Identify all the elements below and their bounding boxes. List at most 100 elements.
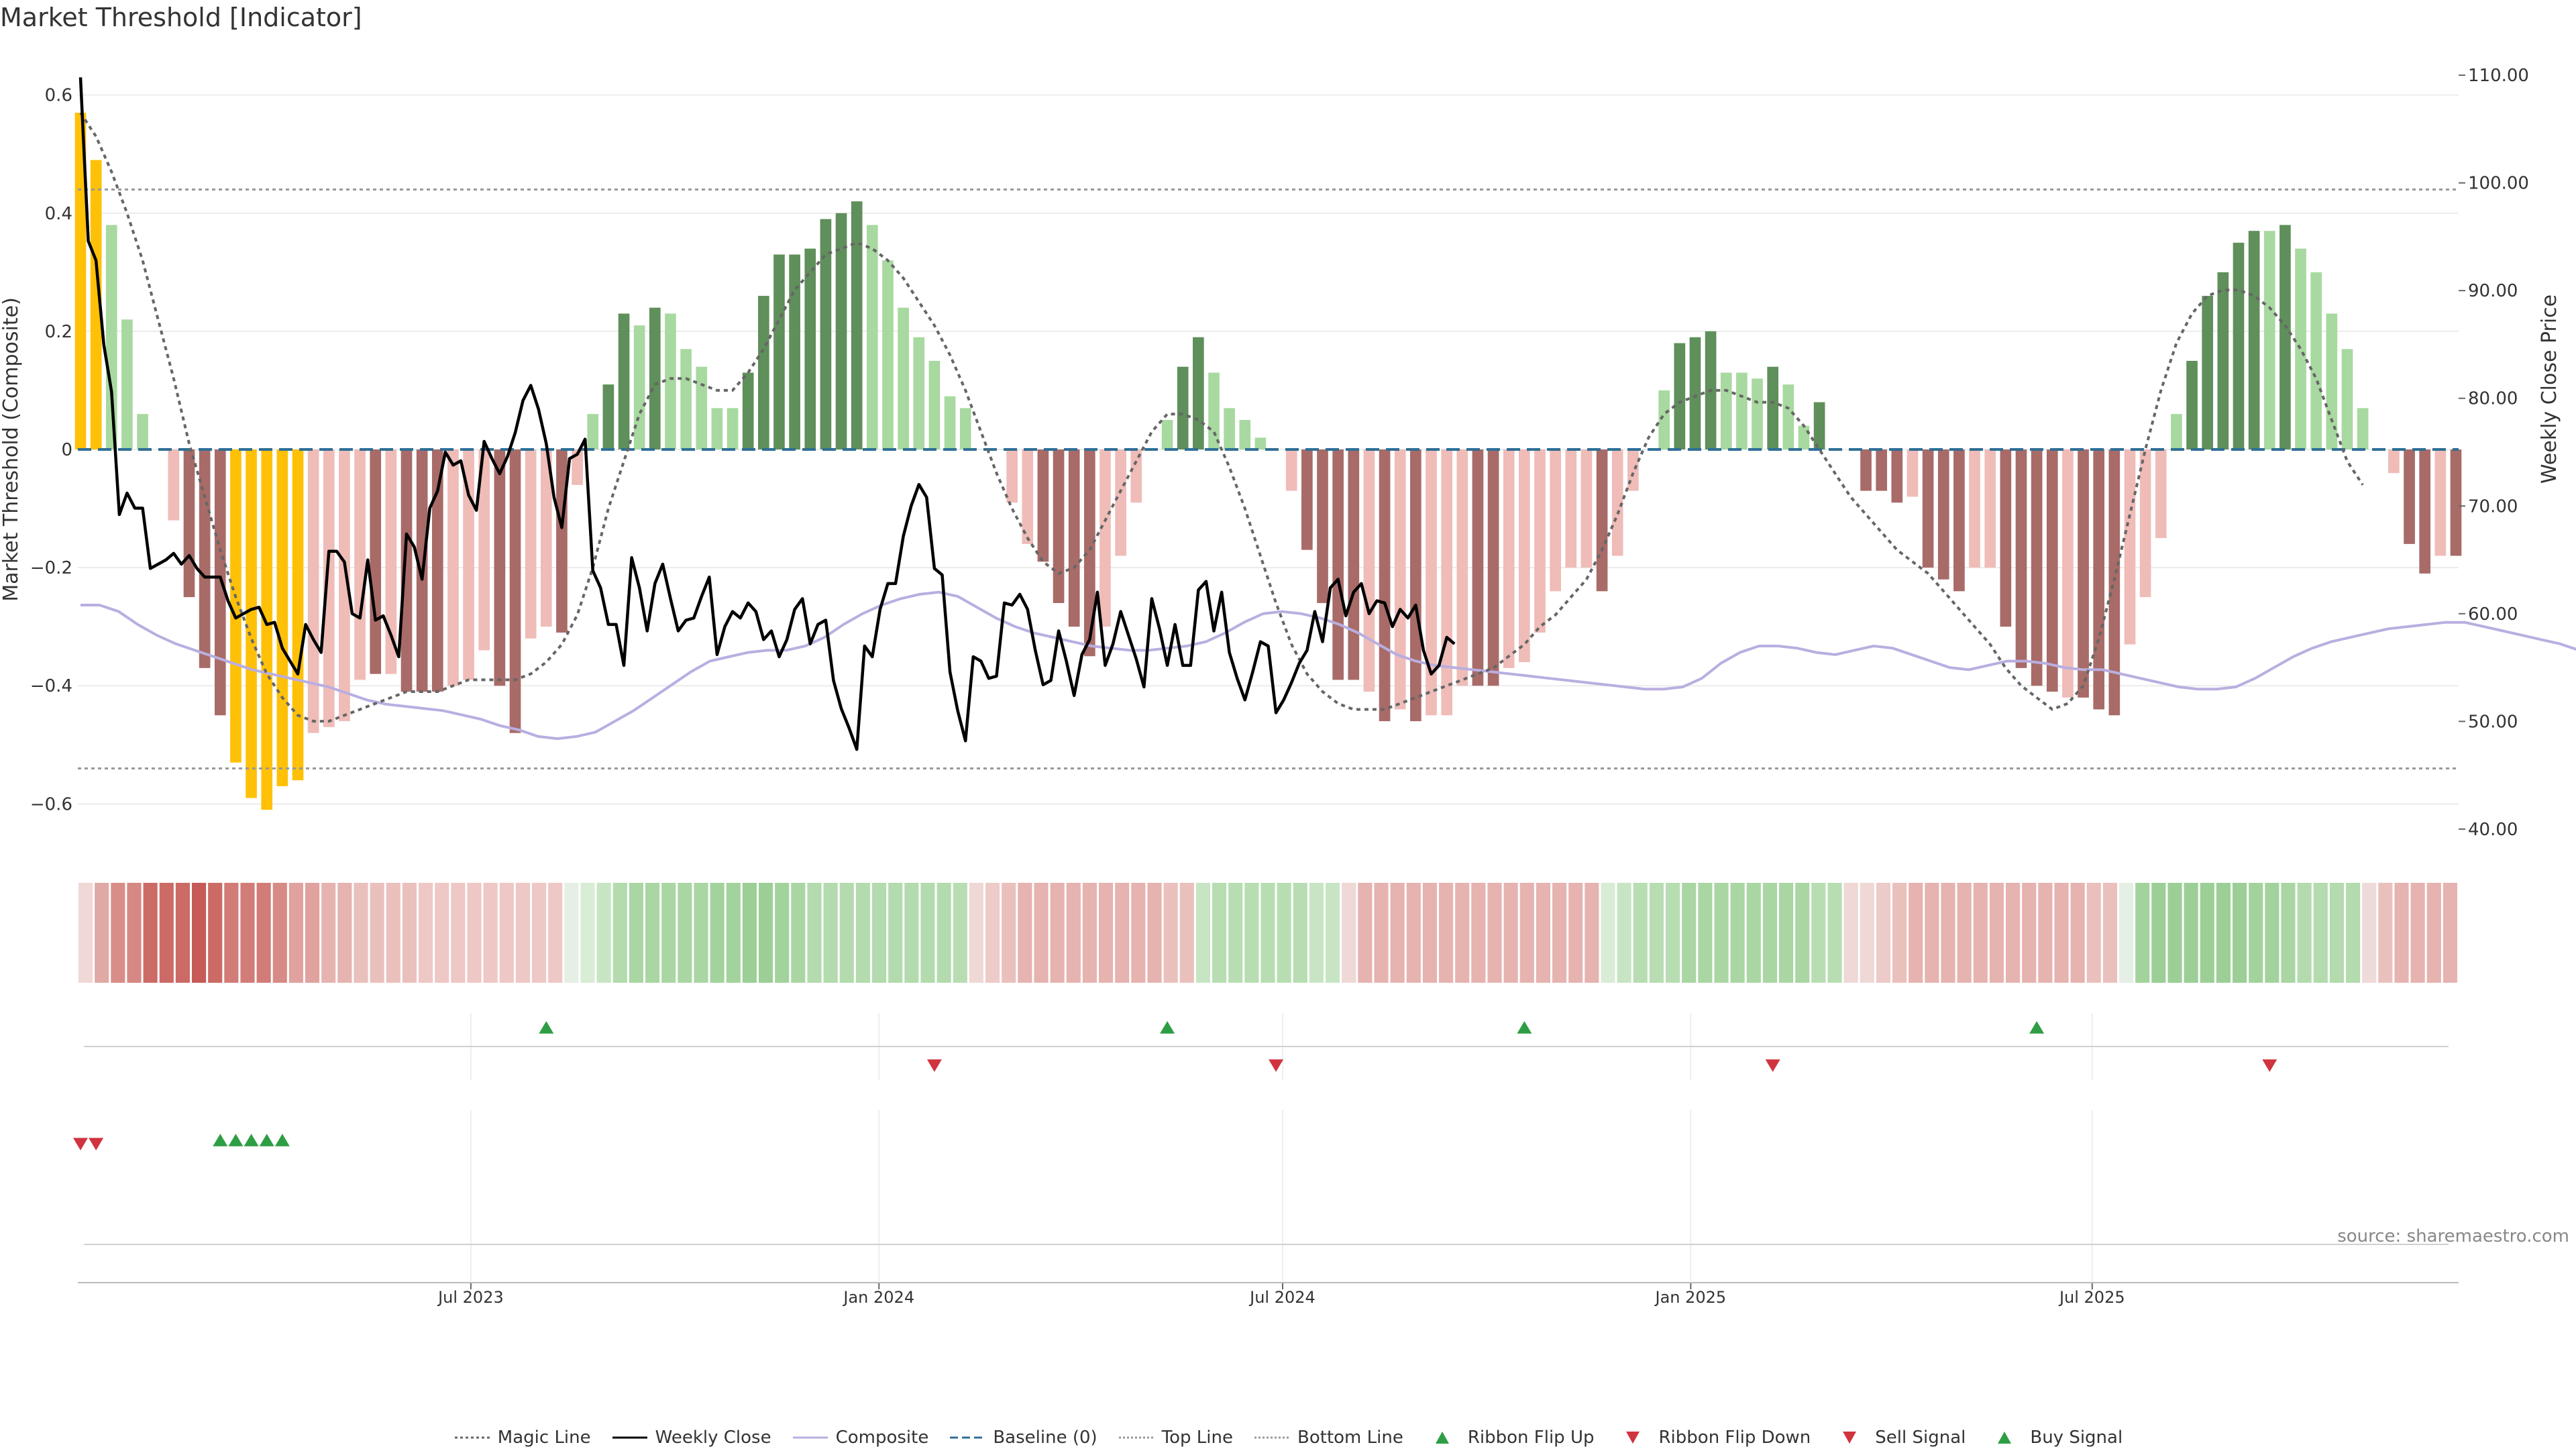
ribbon-cell: [435, 883, 449, 983]
composite-bar: [1534, 449, 1546, 633]
ribbon-cell: [1925, 883, 1939, 983]
x-tick-label: Jan 2025: [1654, 1288, 1726, 1307]
ribbon-cell: [1163, 883, 1178, 983]
y-left-tick-label: 0.4: [45, 204, 72, 224]
composite-bar: [323, 449, 335, 727]
ribbon-cell: [2426, 883, 2441, 983]
y-right-tick-label: 110.00: [2468, 66, 2529, 86]
composite-bar: [867, 225, 878, 449]
composite-bar: [1752, 378, 1763, 449]
ribbon-cell: [2329, 883, 2344, 983]
ribbon-cell: [1601, 883, 1615, 983]
composite-bar: [494, 449, 506, 686]
legend-label: Weekly Close: [655, 1428, 771, 1448]
ribbon-cell: [1762, 883, 1777, 983]
composite-bar: [1084, 449, 1095, 657]
ribbon-cell: [1811, 883, 1826, 983]
composite-bar: [2310, 272, 2322, 449]
ribbon-cell: [596, 883, 611, 983]
composite-bar: [525, 449, 537, 639]
legend-label: Baseline (0): [993, 1428, 1097, 1448]
composite-bar: [2450, 449, 2462, 556]
composite-bar: [2186, 360, 2198, 449]
composite-bar: [1254, 437, 1267, 449]
ribbon-cell: [256, 883, 271, 983]
composite-bar: [354, 449, 366, 680]
ribbon-cell: [2410, 883, 2425, 983]
composite-bar: [1503, 449, 1515, 668]
composite-bar: [959, 408, 971, 449]
composite-bar: [1565, 449, 1577, 568]
ribbon-cell: [1876, 883, 1890, 983]
composite-bar: [214, 449, 226, 716]
ribbon-cell: [1034, 883, 1049, 983]
y-right-tick-label: 100.00: [2468, 174, 2529, 194]
legend-item: Top Line: [1118, 1428, 1233, 1448]
ribbon-cell: [2022, 883, 2037, 983]
y-right-tick-label: 90.00: [2468, 281, 2518, 301]
composite-bar: [400, 449, 413, 692]
composite-bar: [137, 414, 148, 449]
ribbon-cell: [175, 883, 190, 983]
composite-bar: [307, 449, 319, 733]
ribbon-cell: [936, 883, 951, 983]
composite-bar: [1193, 337, 1204, 449]
ribbon-cell: [1730, 883, 1745, 983]
ribbon-cell: [1698, 883, 1713, 983]
composite-bar: [261, 449, 273, 810]
composite-bar: [944, 396, 956, 449]
legend-label: Composite: [835, 1428, 929, 1448]
legend-item: Ribbon Flip Down: [1614, 1428, 1811, 1448]
sell-signal-marker: [73, 1138, 88, 1150]
ribbon-cell: [1536, 883, 1550, 983]
composite-bar: [572, 449, 583, 485]
composite-bar: [1487, 449, 1499, 686]
ribbon-cell: [1309, 883, 1324, 983]
ribbon-cell: [1212, 883, 1227, 983]
composite-bar: [727, 408, 739, 449]
ribbon-cell: [1050, 883, 1065, 983]
legend-label: Ribbon Flip Up: [1467, 1428, 1595, 1448]
triangle-up-icon: [1998, 1432, 2012, 1444]
composite-bar: [1782, 384, 1794, 449]
ribbon-cell: [1244, 883, 1259, 983]
legend-label: Top Line: [1161, 1428, 1233, 1448]
composite-bar: [1115, 449, 1126, 556]
triangle-down-icon: [1843, 1432, 1857, 1444]
legend-line-swatch: [792, 1436, 828, 1439]
y-left-tick-label: −0.6: [30, 794, 72, 814]
ribbon-cell: [2135, 883, 2150, 983]
ribbon-cell: [2249, 883, 2263, 983]
ribbon-cell: [1358, 883, 1373, 983]
composite-bar: [478, 449, 490, 651]
ribbon-flip-up-marker: [1517, 1021, 1532, 1034]
composite-bar: [385, 449, 397, 674]
ribbon-cell: [159, 883, 174, 983]
ribbon-cell: [1195, 883, 1210, 983]
ribbon-cell: [710, 883, 724, 983]
ribbon-cell: [2443, 883, 2457, 983]
composite-bar: [1363, 449, 1375, 692]
ribbon-cell: [1746, 883, 1761, 983]
composite-bar: [1208, 372, 1220, 449]
composite-bar: [649, 307, 661, 449]
composite-bar: [1130, 449, 1142, 503]
composite-bar: [370, 449, 382, 674]
legend-label: Magic Line: [497, 1428, 591, 1448]
composite-bar: [1922, 449, 1934, 568]
ribbon-cell: [920, 883, 935, 983]
x-tick-label: Jul 2023: [437, 1288, 504, 1307]
composite-bar: [633, 325, 645, 449]
ribbon-cell: [1342, 883, 1356, 983]
ribbon-cell: [143, 883, 158, 983]
composite-bar: [447, 449, 459, 686]
ribbon-cell: [95, 883, 109, 983]
axis-layer: 0.6 0.4 0.2 0 −0.2 −0.4 −0.6 110.00 100.00 90.00 8…: [0, 66, 2561, 1307]
composite-bar: [1239, 419, 1251, 449]
ribbon-cell: [1973, 883, 1988, 983]
ribbon-cell: [1455, 883, 1470, 983]
legend-item: Ribbon Flip Up: [1424, 1428, 1595, 1448]
ribbon-strip: [78, 883, 2457, 983]
composite-bar: [1037, 449, 1049, 562]
composite-bar: [1658, 390, 1670, 449]
